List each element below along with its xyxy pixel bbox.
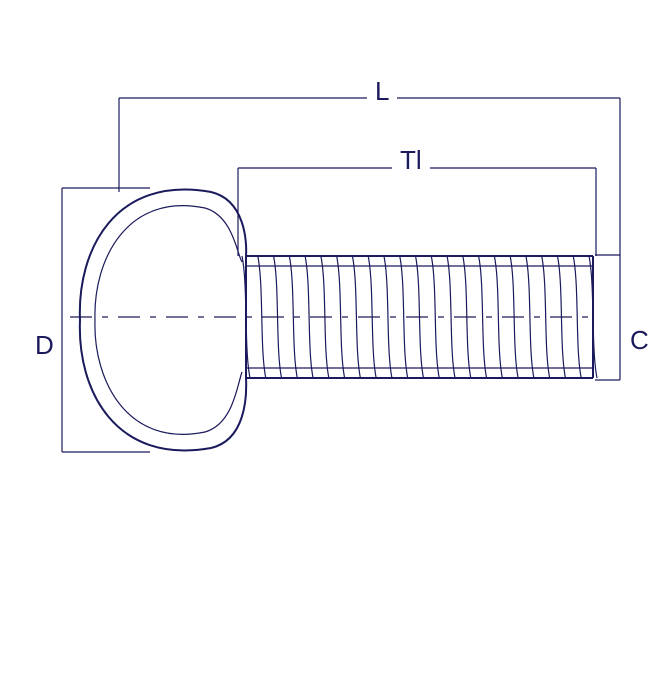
diagram-svg [0, 0, 671, 670]
dim-label-L: L [375, 76, 389, 107]
dim-label-C: C [630, 325, 649, 356]
dim-label-Tl: Tl [400, 145, 422, 176]
thumb-screw-technical-diagram [0, 0, 671, 670]
dim-label-D: D [35, 330, 54, 361]
